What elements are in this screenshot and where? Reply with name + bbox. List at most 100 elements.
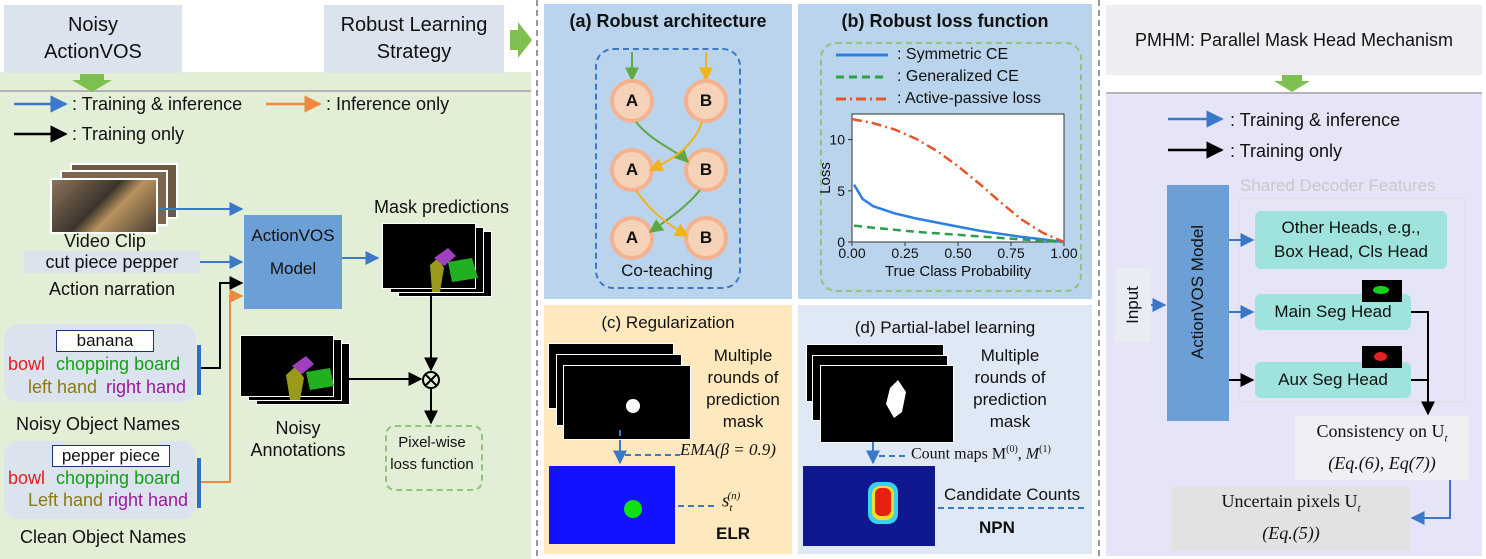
anno-board-green [306,368,334,390]
narration-text: cut piece pepper [45,252,179,272]
anno-hand-purple [292,356,314,374]
consistency-line1: Consistency on Ut [1295,421,1469,445]
npn-map-blob-inner [875,488,891,516]
narration-label: Action narration [48,279,176,299]
otimes-circle [422,371,440,389]
chart-xlabel: True Class Probability [885,263,1032,280]
panel-b-dashed-box [820,42,1082,292]
clean-name-board: chopping board [56,468,181,488]
legend-infer-only-text: : Inference only [326,94,450,114]
panel-a-dashed-box [595,48,741,289]
chart-xtick-label: 0.75 [997,245,1024,261]
uncertain-line2: (Eq.(5)) [1262,523,1320,543]
consistency-text: Consistency on U [1316,421,1445,441]
consistency-box [1295,416,1469,480]
aux-seg-box [1255,362,1411,398]
panel-d-count-maps: Count maps M(0), M(1) [911,444,1051,463]
panel-c-title: (c) Regularization [601,313,735,332]
chart-ytick-label: 10 [829,132,845,148]
panel-c-elr: ELR [716,524,750,543]
noisy-names-caption: Noisy Object Names [16,414,181,434]
right-divider [1106,92,1482,94]
panel-d-text-1: Multiple [980,346,1040,365]
chart-xtick-label: 0.00 [838,245,865,261]
noisy-name-left-hand: left hand [28,377,98,397]
video-clip-label: Video Clip [64,231,146,251]
noisy-annotations-label: Noisy Annotations [250,418,346,460]
reg-mask-blob [626,399,640,413]
clean-names-to-model-arrow [201,289,244,483]
input-box [1115,268,1151,342]
legend-apl-text: : Active-passive loss [897,90,1042,107]
a-node-a1-label: A [625,91,639,110]
right-legend-train-infer: : Training & inference [1230,110,1401,130]
chart-ytick-label: 5 [837,183,845,199]
chart-series-symmetric-ce [853,184,1065,244]
noisy-names-boxed: banana [76,331,134,350]
panel-b-title: (b) Robust loss function [841,11,1049,31]
uncertain-sub: t [1357,502,1361,515]
main-seg-to-consistency [1411,311,1435,416]
legend-gce-text: : Generalized CE [897,68,1019,85]
mask-pred-board-green [448,258,478,282]
a-node-a2-label: A [625,160,639,179]
chart-series-active-passive-loss [851,117,1065,244]
uncertain-box [1172,487,1410,551]
panel-c-ema: EMA(β = 0.9) [680,440,776,459]
a-node-a3 [610,216,654,260]
actionvos-model-box [244,215,342,309]
clean-names-boxed: pepper piece [61,446,161,465]
chart-xtick-label: 0.25 [891,245,918,261]
right-title-box [1106,5,1482,75]
actionvos-model-line2: Model [269,259,317,278]
clean-name-left-hand: Left hand [28,490,104,510]
noisy-anno-shapes [286,356,334,400]
a-node-b3-label: B [699,228,713,247]
video-frame-front [50,178,158,234]
panel-c-s-sup: (n) [727,490,741,502]
noisy-name-right-hand: right hand [106,377,187,397]
panel-c-text-2: rounds of [707,368,779,387]
noisy-names-bracket [197,345,201,395]
legend-train-infer-text: : Training & inference [72,94,243,114]
consistency-line2: (Eq.(6), Eq(7)) [1328,453,1436,473]
green-arrow-right-top [510,22,532,58]
panel-a-title: (a) Robust architecture [569,11,767,31]
panel-c-text-3: prediction [706,390,780,409]
panel-c-s-main: s [722,490,730,512]
green-arrow-down-right [1274,75,1310,92]
right-legend-train-only: : Training only [1230,141,1343,161]
loss-function-label: Pixel-wise loss function [390,434,474,473]
elr-map-blob [624,500,642,518]
panel-c-s-sub: t [729,502,733,515]
right-model-box [1167,185,1229,421]
noisy-actionvos-label: Noisy ActionVOS [44,14,142,63]
narration-box [24,251,200,273]
clean-names-boxed-frame [52,445,170,467]
panel-d-npn: NPN [979,518,1015,537]
panel-d-text-2: rounds of [974,368,1046,387]
a-node-b1 [684,79,728,123]
panel-c-text-1: Multiple [713,346,773,365]
anno-hand-yellow [286,366,304,400]
uncertain-line1: Uncertain pixels Ut [1172,491,1410,515]
clean-names-caption: Clean Object Names [20,527,187,547]
loss-chart: 0.00 0.25 0.50 0.75 1.00 0 5 10 True Class Proba… [817,113,1078,280]
noisy-names-boxed-frame [56,330,154,352]
shared-decoder-box [1238,198,1466,402]
clean-name-bowl: bowl [8,468,46,488]
noisy-name-bowl: bowl [8,354,46,374]
panel-d-candidate: Candidate Counts [944,485,1081,504]
main-seg-label: Main Seg Head [1274,302,1392,321]
green-arrow-down-left [72,74,112,92]
other-heads-line1: Other Heads, e.g., [1281,218,1421,237]
robust-strategy-box [324,5,504,73]
chart-xtick-label: 0.50 [944,245,971,261]
a-node-b1-label: B [699,91,713,110]
consistency-to-uncertain [1410,480,1451,525]
clean-names-bracket [197,458,201,508]
d-count-connector [872,442,908,457]
shared-decoder-label: Shared Decoder Features [1240,176,1436,195]
